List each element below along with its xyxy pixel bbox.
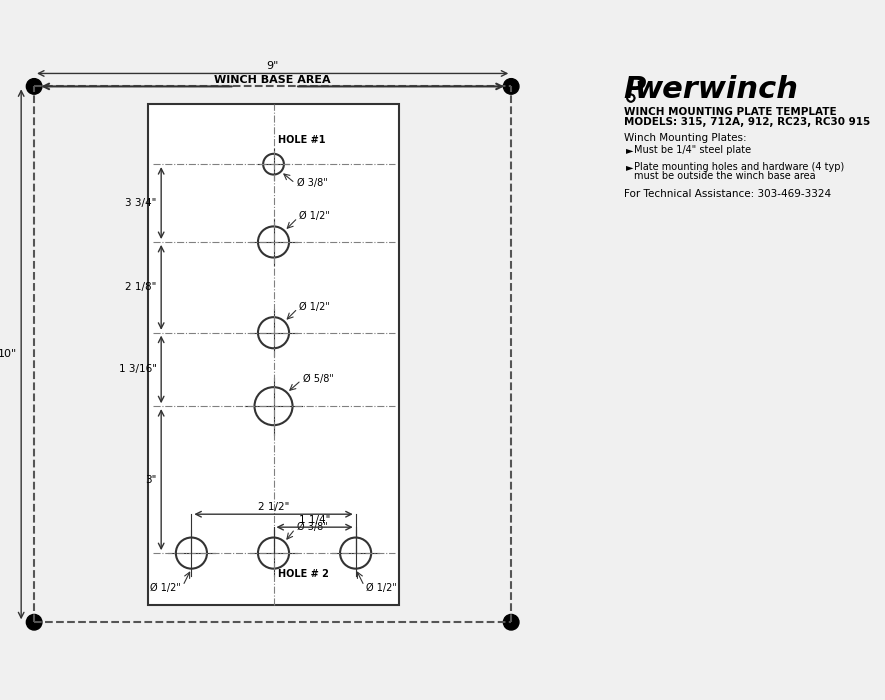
Text: MODELS: 315, 712A, 912, RC23, RC30 915: MODELS: 315, 712A, 912, RC23, RC30 915 [624, 117, 870, 127]
Text: Ø 1/2": Ø 1/2" [150, 582, 181, 593]
Text: Ø 1/2": Ø 1/2" [299, 211, 330, 221]
Text: 1 1/4": 1 1/4" [299, 514, 330, 524]
Text: HOLE #1: HOLE #1 [278, 135, 326, 145]
Text: P: P [624, 75, 646, 104]
Text: 3 3/4": 3 3/4" [126, 198, 157, 208]
Text: HOLE # 2: HOLE # 2 [278, 569, 328, 579]
Text: ►: ► [626, 162, 634, 172]
Text: 9": 9" [266, 61, 279, 71]
Circle shape [504, 615, 519, 630]
Circle shape [27, 78, 42, 95]
Text: Ø 3/8": Ø 3/8" [296, 178, 327, 188]
Text: Plate mounting holes and hardware (4 typ): Plate mounting holes and hardware (4 typ… [634, 162, 844, 172]
Text: 3": 3" [145, 475, 157, 484]
Text: Must be 1/4" steel plate: Must be 1/4" steel plate [634, 145, 751, 155]
Text: Ø 5/8": Ø 5/8" [303, 374, 334, 384]
Text: ►: ► [626, 145, 634, 155]
Text: 2 1/2": 2 1/2" [258, 502, 289, 512]
Bar [148, 104, 399, 605]
Text: Ø 1/2": Ø 1/2" [299, 302, 330, 312]
Circle shape [627, 94, 635, 102]
Text: WINCH BASE AREA: WINCH BASE AREA [214, 75, 331, 85]
Text: must be outside the winch base area: must be outside the winch base area [634, 171, 815, 181]
Text: werwinch: werwinch [634, 75, 798, 104]
Text: 2 1/8": 2 1/8" [126, 282, 157, 293]
Text: Ø 3/8": Ø 3/8" [296, 522, 327, 532]
Text: For Technical Assistance: 303-469-3324: For Technical Assistance: 303-469-3324 [624, 189, 831, 199]
Text: 1 3/16": 1 3/16" [119, 365, 157, 374]
Text: Winch Mounting Plates:: Winch Mounting Plates: [624, 132, 746, 143]
Circle shape [628, 96, 633, 100]
Text: Ø 1/2": Ø 1/2" [366, 582, 396, 593]
Text: 10": 10" [0, 349, 17, 359]
Circle shape [27, 615, 42, 630]
Circle shape [504, 78, 519, 95]
Text: WINCH MOUNTING PLATE TEMPLATE: WINCH MOUNTING PLATE TEMPLATE [624, 106, 836, 117]
